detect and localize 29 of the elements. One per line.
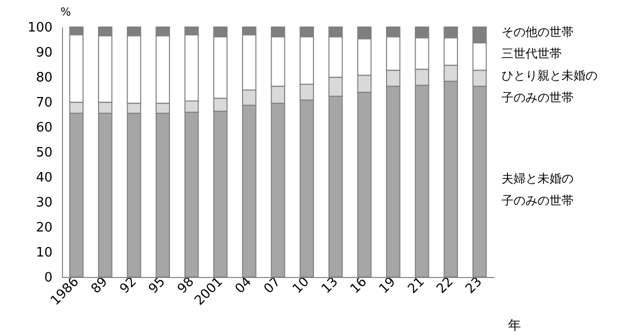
series-label: ひとり親と未婚の子のみの世帯 (502, 68, 598, 104)
x-tick-label: 13 (318, 274, 342, 297)
y-tick-label: 50 (36, 146, 52, 160)
y-tick-label: 60 (36, 120, 52, 136)
x-tick-label: 22 (434, 274, 456, 297)
x-tick-label: 89 (88, 274, 111, 297)
x-tick-label: 07 (261, 274, 284, 297)
x-tick-label: 04 (232, 274, 255, 297)
x-tick-label: 16 (348, 274, 370, 297)
series-label: 夫婦と未婚の子のみの世帯 (502, 172, 574, 208)
x-tick-label: 23 (462, 274, 486, 297)
y-tick-label: 80 (36, 70, 52, 86)
x-tick-label: 92 (117, 274, 140, 297)
x-axis-title: 年 (508, 318, 521, 334)
x-tick-label: 19 (376, 274, 399, 297)
y-tick-label: 70 (36, 96, 52, 110)
y-tick-label: 0 (44, 270, 52, 286)
y-axis-title: % (60, 6, 71, 18)
y-tick-label: 30 (36, 196, 52, 210)
y-tick-label: 90 (36, 46, 52, 60)
series-label: その他の世帯 (502, 24, 574, 39)
series-label: 三世代世帯 (502, 46, 562, 60)
x-tick-label: 21 (405, 274, 428, 297)
x-tick-label: 10 (290, 274, 312, 297)
y-tick-label: 10 (36, 246, 52, 260)
y-tick-label: 40 (36, 170, 52, 186)
x-tick-label: 95 (146, 274, 168, 297)
y-tick-label: 20 (36, 220, 52, 236)
y-tick-label: 100 (28, 20, 52, 36)
